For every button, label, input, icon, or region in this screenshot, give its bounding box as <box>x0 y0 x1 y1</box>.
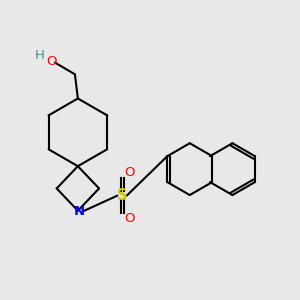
Text: N: N <box>74 205 85 218</box>
Text: H: H <box>34 49 44 62</box>
Text: S: S <box>117 188 127 203</box>
Text: O: O <box>124 212 135 225</box>
Text: O: O <box>124 166 135 179</box>
Text: O: O <box>46 56 57 68</box>
